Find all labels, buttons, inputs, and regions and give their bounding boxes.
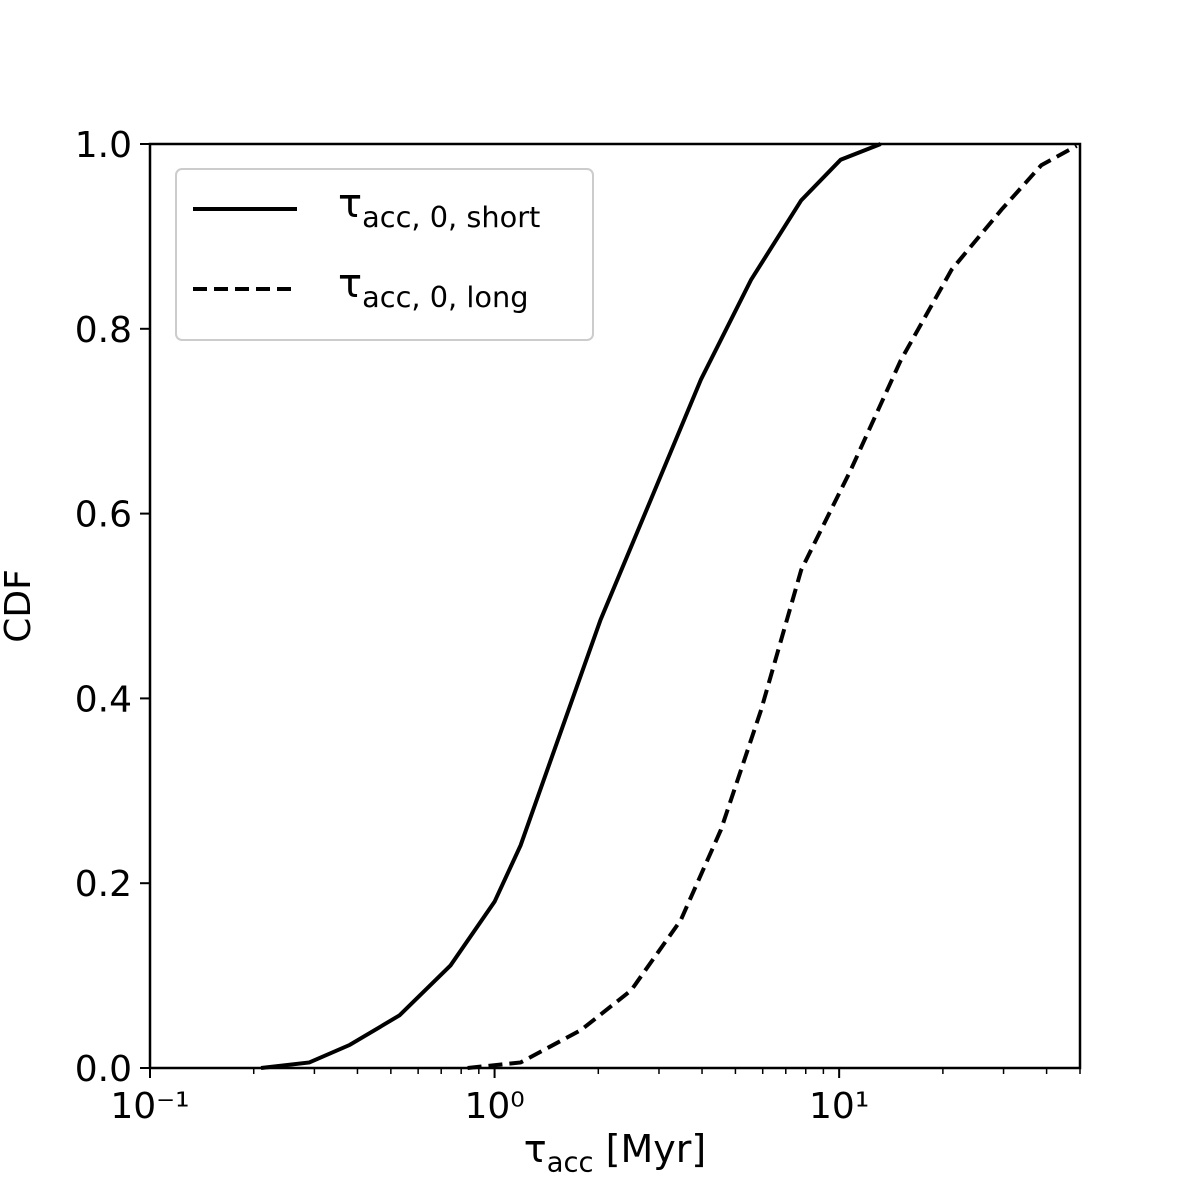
series-line — [260, 142, 882, 1070]
y-tick-label: 0.4 — [75, 679, 132, 720]
y-tick-label: 0.2 — [75, 864, 132, 905]
plot-frame — [148, 142, 1082, 1070]
legend-box — [175, 168, 594, 341]
x-tick-label: 10⁰ — [464, 1086, 524, 1127]
y-tick-label: 0.0 — [75, 1049, 132, 1090]
x-tick-label: 10¹ — [809, 1086, 869, 1127]
y-tick-label: 0.8 — [75, 310, 132, 351]
y-tick-label: 1.0 — [75, 125, 132, 166]
y-axis-label: CDF — [0, 569, 39, 643]
y-tick-label: 0.6 — [75, 495, 132, 536]
x-axis-label: τacc [Myr] — [524, 1127, 706, 1179]
legend-label: τacc, 0, long — [338, 261, 529, 314]
x-tick-label: 10⁻¹ — [110, 1086, 189, 1127]
legend: τacc, 0, short τacc, 0, long — [175, 168, 594, 341]
series-line — [467, 144, 1078, 1070]
legend-label: τacc, 0, short — [338, 181, 540, 234]
